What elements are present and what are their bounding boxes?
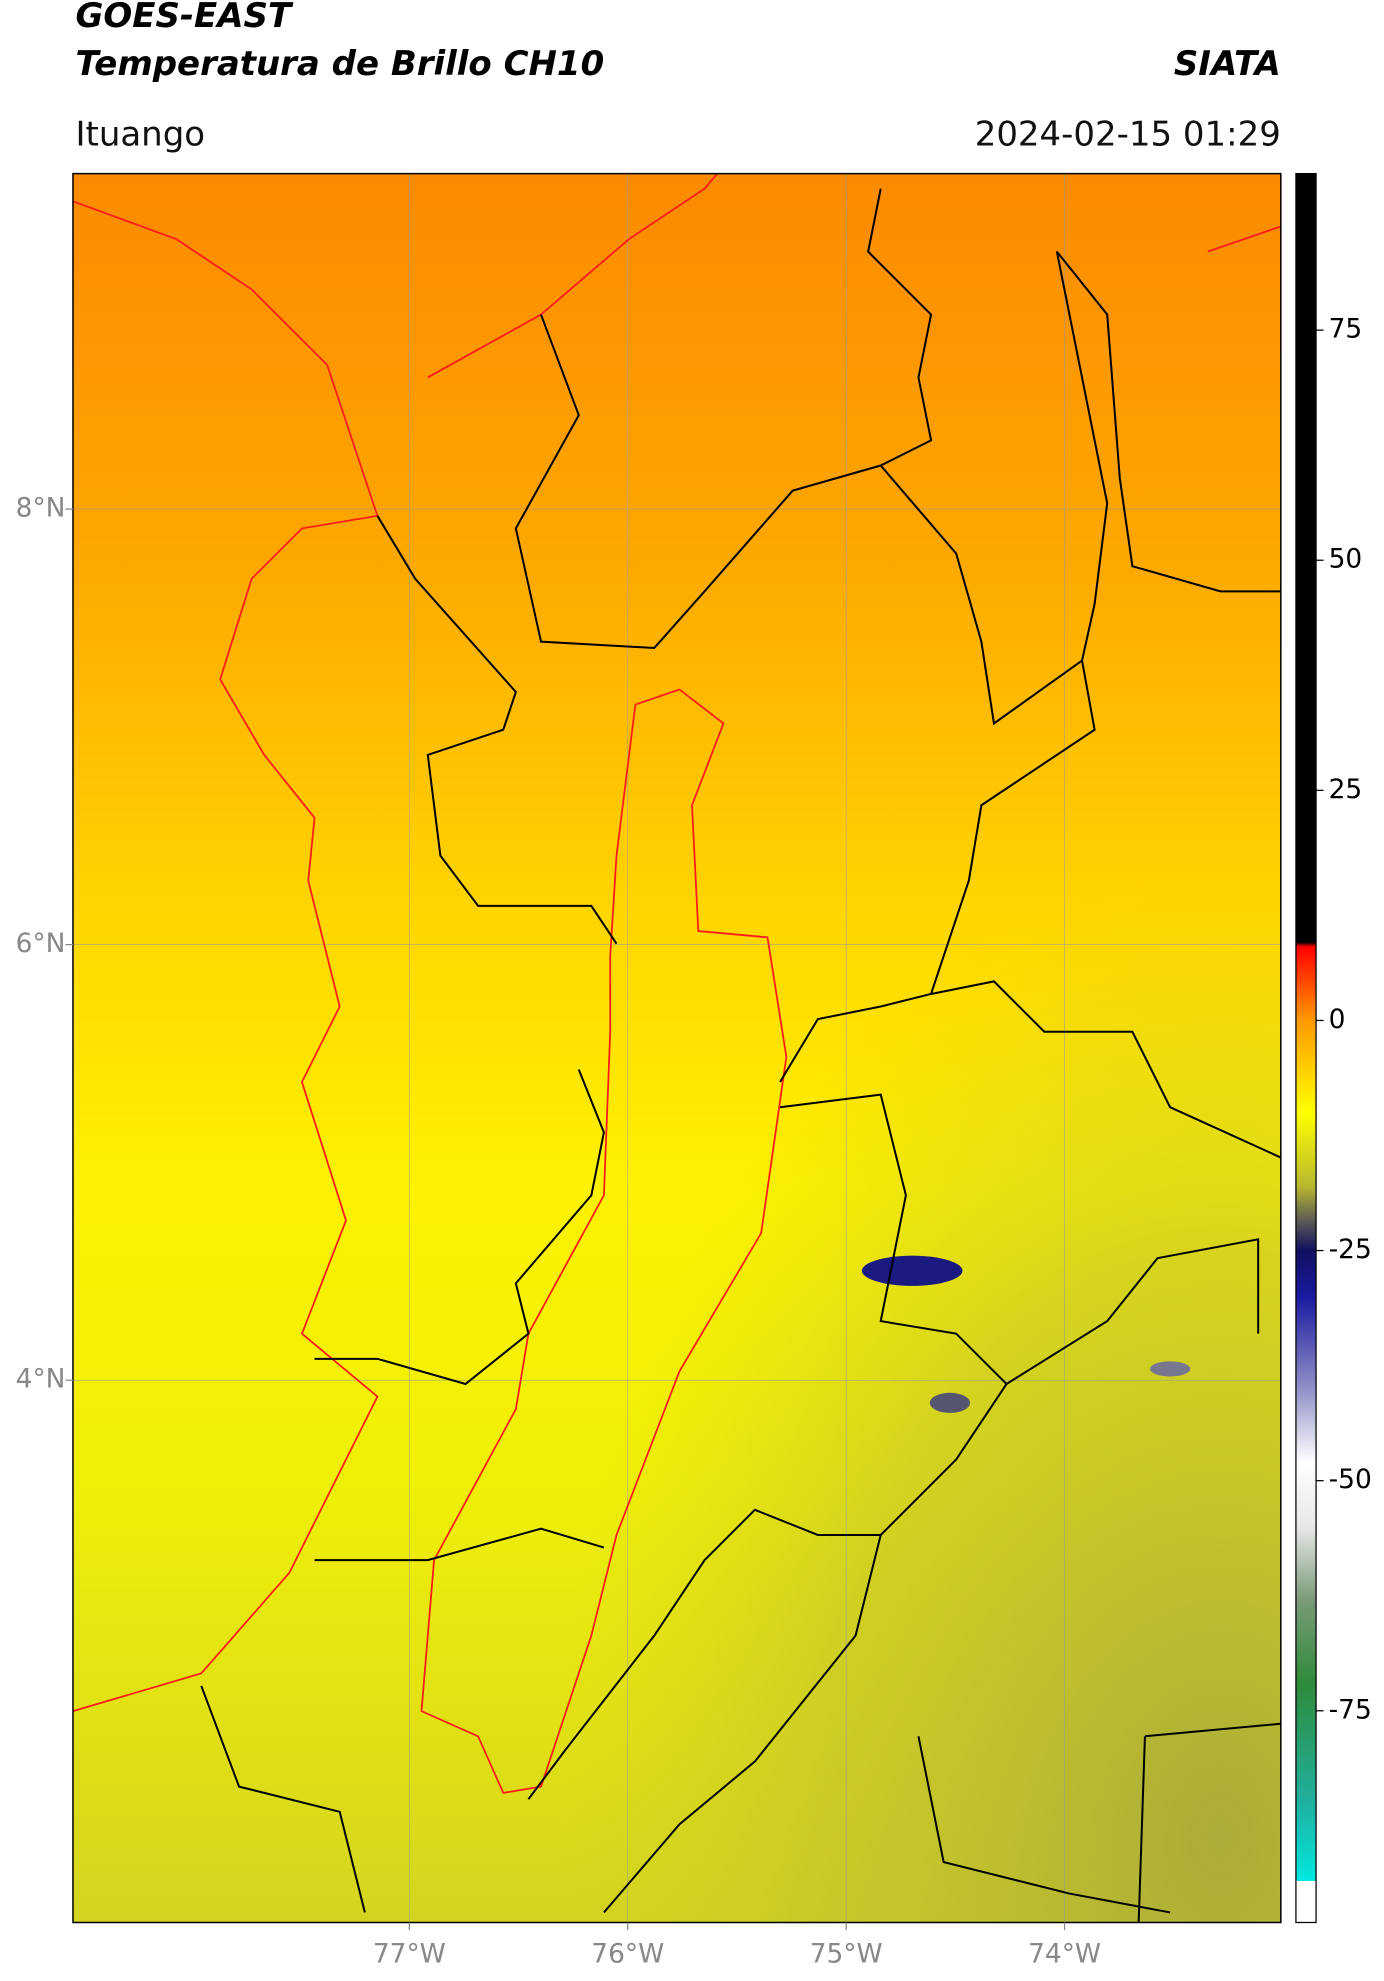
region: Ituango — [75, 114, 205, 154]
x-tick-label: 74°W — [1028, 1939, 1101, 1970]
x-tick-label: 75°W — [810, 1939, 883, 1970]
cold-cloud — [1149, 1361, 1191, 1377]
source: SIATA — [1174, 44, 1281, 84]
subtitle: Temperatura de Brillo CH10 — [75, 44, 604, 84]
colorbar-tick-label: 50 — [1329, 544, 1363, 575]
map-frame — [72, 172, 1282, 1924]
y-tick-label: 4°N — [16, 1364, 66, 1395]
admin-boundary — [200, 188, 1281, 1923]
x-tick-label: 77°W — [373, 1939, 446, 1970]
cold-cloud — [929, 1392, 971, 1413]
y-tick-label: 6°N — [16, 928, 66, 959]
map-area — [72, 173, 1281, 1923]
title: GOES-EAST — [75, 0, 293, 36]
colorbar-tick-label: 0 — [1329, 1004, 1346, 1035]
cold-cloud — [861, 1255, 963, 1286]
timestamp: 2024-02-15 01:29 — [975, 114, 1281, 154]
colorbar-tick-label: -75 — [1329, 1694, 1372, 1725]
coastline — [427, 173, 1281, 379]
coastline — [72, 200, 379, 1712]
colorbar-tick-label: -50 — [1329, 1464, 1372, 1495]
y-tick-label: 8°N — [16, 493, 66, 524]
colorbar-tick-label: 25 — [1329, 774, 1363, 805]
colorbar-tick-label: 75 — [1329, 314, 1363, 345]
ituango-region — [420, 688, 788, 1794]
colorbar-tick-label: -25 — [1329, 1234, 1372, 1265]
x-tick-label: 76°W — [591, 1939, 664, 1970]
temperature-field — [72, 173, 1281, 1923]
colorbar — [1295, 172, 1317, 1924]
